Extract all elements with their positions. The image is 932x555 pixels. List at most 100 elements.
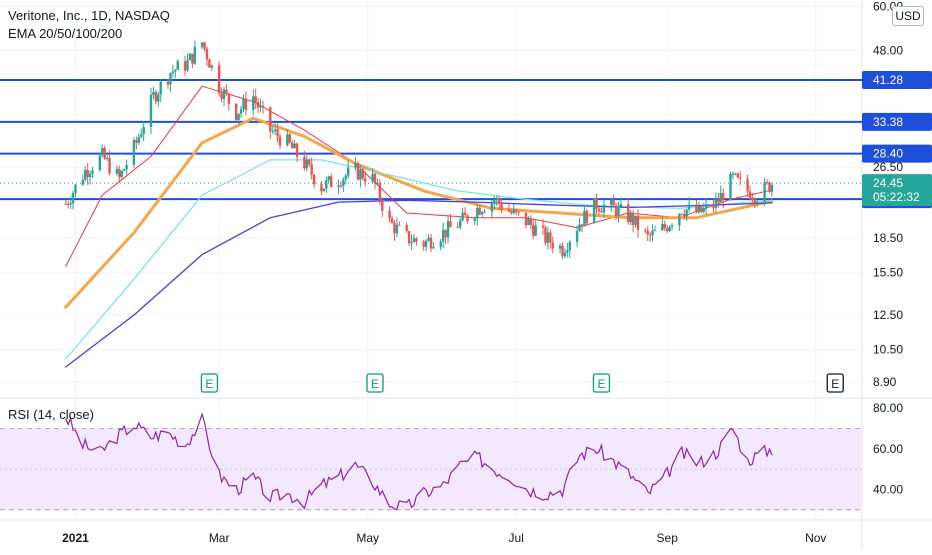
candle-body <box>359 169 362 180</box>
candle-body <box>193 46 197 64</box>
candle-body <box>609 199 613 205</box>
candle-body <box>678 213 681 226</box>
candle-body <box>497 198 501 204</box>
candle-body <box>529 218 533 225</box>
candle-body <box>500 203 503 210</box>
candle-body <box>159 81 162 95</box>
candle-body <box>203 42 206 49</box>
candle-body <box>208 59 211 68</box>
candle-body <box>493 200 496 203</box>
candle-body <box>142 126 145 135</box>
candle-body <box>86 169 89 178</box>
candle-body <box>140 134 143 138</box>
candle-body <box>592 197 596 224</box>
price-tick-label: 18.50 <box>873 231 903 245</box>
candle-body <box>390 218 394 223</box>
candle-body <box>342 179 345 187</box>
candle-body <box>381 200 384 211</box>
candle-body <box>663 224 666 229</box>
candle-body <box>137 137 140 143</box>
candle-body <box>634 215 637 226</box>
earnings-marker <box>592 373 611 393</box>
candle-body <box>320 184 323 192</box>
candle-body <box>398 224 401 226</box>
candle-body <box>200 42 204 47</box>
level-tag <box>862 144 932 163</box>
candle-body <box>575 231 579 243</box>
last-price-tag <box>862 174 932 207</box>
candle-body <box>344 175 347 180</box>
candle-body <box>563 252 567 257</box>
candle-body <box>169 73 172 85</box>
ema-legend[interactable]: EMA 20/50/100/200 <box>8 26 123 41</box>
candle-body <box>395 224 399 234</box>
candle-body <box>225 89 228 94</box>
candle-body <box>120 170 123 177</box>
price-tick-label: 48.00 <box>873 43 903 57</box>
time-tick-label: Jul <box>509 531 524 545</box>
candle-body <box>580 224 584 227</box>
candle-body <box>695 204 698 213</box>
rsi-tick-label: 80.00 <box>873 401 903 415</box>
candle-body <box>288 134 291 143</box>
candle-body <box>149 94 153 127</box>
symbol-title: Veritone, Inc., 1D, NASDAQ <box>8 8 170 23</box>
candle-body <box>561 245 564 257</box>
candle-body <box>719 193 722 203</box>
candle-body <box>118 168 121 177</box>
candle-body <box>756 201 759 204</box>
candle-body <box>687 204 691 210</box>
candle-body <box>566 250 569 253</box>
candle-body <box>339 185 343 187</box>
level-tag <box>862 112 932 131</box>
time-tick-label: Mar <box>209 531 230 545</box>
candle-body <box>254 96 257 102</box>
candle-body <box>205 48 209 60</box>
candle-body <box>534 225 537 236</box>
candle-body <box>122 169 126 171</box>
candle-body <box>88 173 92 178</box>
candle-body <box>166 81 170 85</box>
candle-body <box>480 212 484 215</box>
price-tick-label: 8.90 <box>873 375 897 389</box>
candle-body <box>308 159 311 165</box>
candle-body <box>717 199 720 203</box>
candle-body <box>337 185 340 188</box>
candle-body <box>524 212 528 226</box>
time-tick-label: Nov <box>805 531 826 545</box>
candle-body <box>261 105 265 108</box>
candle-body <box>295 143 299 157</box>
candle-body <box>115 168 119 174</box>
candle-body <box>329 176 333 188</box>
candle-body <box>412 238 416 243</box>
candle-body <box>541 225 545 228</box>
candle-body <box>405 225 408 232</box>
candle-body <box>631 212 635 226</box>
candle-body <box>670 225 674 227</box>
candle-body <box>734 173 737 175</box>
candle-body <box>429 237 433 249</box>
candle-body <box>668 226 671 232</box>
candle-body <box>746 178 749 192</box>
candle-body <box>244 98 248 111</box>
rsi-legend[interactable]: RSI (14, close) <box>8 407 94 422</box>
earnings-marker <box>200 373 219 393</box>
candle-body <box>66 204 70 206</box>
candle-body <box>549 232 552 243</box>
candle-body <box>712 204 715 208</box>
candle-body <box>174 69 177 72</box>
candle-body <box>188 53 192 61</box>
candle-body <box>210 65 214 68</box>
candle-body <box>222 89 226 99</box>
candle-body <box>252 96 255 111</box>
currency-button[interactable]: USD <box>892 6 924 26</box>
candle-body <box>424 240 428 247</box>
candle-body <box>629 212 632 223</box>
candle-body <box>685 209 688 217</box>
candle-body <box>376 183 379 185</box>
candle-body <box>729 173 732 201</box>
candle-body <box>544 227 547 243</box>
